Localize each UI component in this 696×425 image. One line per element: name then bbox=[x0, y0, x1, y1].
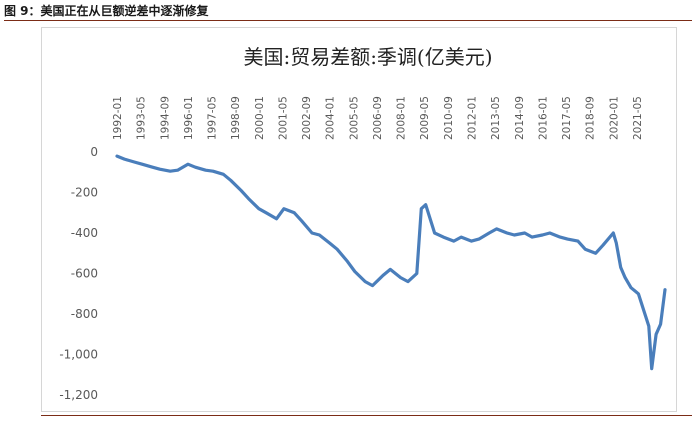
x-tick-label: 2014-09 bbox=[514, 96, 526, 140]
x-tick-label: 1997-05 bbox=[207, 96, 219, 140]
y-tick-label: 0 bbox=[90, 145, 98, 159]
x-axis-tick-labels: 1992-01 1993-05 1994-09 1996-01 1997-05 1998-… bbox=[112, 96, 644, 140]
x-tick-label: 1998-09 bbox=[230, 96, 242, 140]
y-tick-label: -400 bbox=[71, 226, 98, 240]
chart-title: 美国:贸易差额:季调(亿美元) bbox=[243, 45, 492, 69]
y-tick-label: -1,200 bbox=[59, 388, 98, 402]
x-tick-label: 2009-05 bbox=[419, 96, 431, 140]
x-tick-label: 1993-05 bbox=[136, 96, 148, 140]
x-tick-label: 2017-05 bbox=[561, 96, 573, 140]
x-tick-label: 2021-05 bbox=[632, 96, 644, 140]
x-tick-label: 2018-09 bbox=[585, 96, 597, 140]
x-tick-label: 2008-01 bbox=[396, 96, 408, 140]
x-tick-label: 2001-05 bbox=[277, 96, 289, 140]
x-tick-label: 2010-09 bbox=[443, 96, 455, 140]
x-tick-label: 1994-09 bbox=[159, 96, 171, 140]
caption-divider bbox=[4, 20, 692, 21]
x-tick-label: 2002-09 bbox=[301, 96, 313, 140]
x-tick-label: 2000-01 bbox=[254, 96, 266, 140]
x-tick-label: 2012-01 bbox=[467, 96, 479, 140]
x-tick-label: 1992-01 bbox=[112, 96, 124, 140]
trade-balance-line bbox=[115, 154, 667, 371]
x-tick-label: 2004-01 bbox=[325, 96, 337, 140]
chart-frame bbox=[41, 27, 677, 412]
x-tick-label: 2020-01 bbox=[608, 96, 620, 140]
y-tick-label: -600 bbox=[71, 267, 98, 281]
x-tick-label: 2006-09 bbox=[372, 96, 384, 140]
x-tick-label: 2005-05 bbox=[348, 96, 360, 140]
bottom-divider bbox=[41, 415, 692, 416]
x-tick-label: 2016-01 bbox=[537, 96, 549, 140]
x-tick-label: 1996-01 bbox=[183, 96, 195, 140]
figure-caption: 图 9：美国正在从巨额逆差中逐渐修复 bbox=[4, 4, 209, 18]
y-axis-tick-labels: 0 -200 -400 -600 -800 -1,000 -1,200 bbox=[59, 145, 98, 402]
y-tick-label: -1,000 bbox=[59, 348, 98, 362]
x-tick-label: 2013-05 bbox=[490, 96, 502, 140]
y-tick-label: -200 bbox=[71, 186, 98, 200]
y-tick-label: -800 bbox=[71, 307, 98, 321]
